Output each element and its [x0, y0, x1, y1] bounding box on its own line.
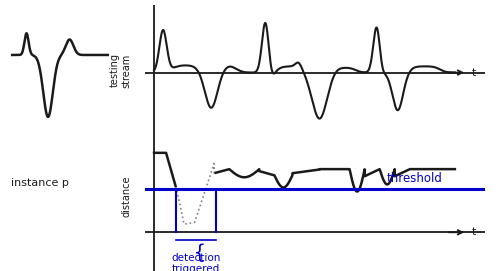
Text: t: t [472, 67, 476, 78]
Text: instance p: instance p [11, 178, 69, 188]
Text: testing
stream: testing stream [110, 53, 132, 88]
Text: }: } [190, 241, 202, 260]
Text: detection
triggered: detection triggered [171, 253, 220, 271]
Text: t: t [472, 227, 476, 237]
Text: distance: distance [122, 176, 132, 217]
Text: threshold: threshold [387, 172, 443, 185]
